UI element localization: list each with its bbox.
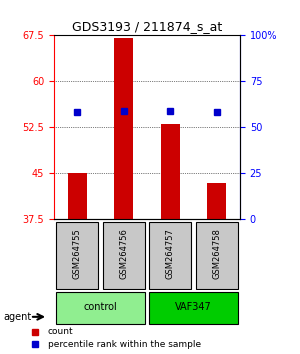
FancyBboxPatch shape [149,222,191,289]
Text: control: control [84,302,117,312]
Title: GDS3193 / 211874_s_at: GDS3193 / 211874_s_at [72,20,222,33]
Bar [208,183,226,219]
FancyBboxPatch shape [103,222,145,289]
Text: GSM264757: GSM264757 [166,228,175,279]
FancyBboxPatch shape [149,292,238,324]
Text: VAF347: VAF347 [175,302,212,312]
FancyBboxPatch shape [196,222,238,289]
Bar [68,173,87,219]
Text: percentile rank within the sample: percentile rank within the sample [48,340,201,349]
Bar [115,39,133,219]
Text: GSM264755: GSM264755 [73,228,82,279]
FancyBboxPatch shape [56,222,98,289]
FancyBboxPatch shape [56,292,145,324]
Bar [161,124,179,219]
Text: agent: agent [3,312,31,322]
Text: GSM264758: GSM264758 [212,228,221,279]
Text: GSM264756: GSM264756 [119,228,128,279]
Text: count: count [48,327,74,336]
